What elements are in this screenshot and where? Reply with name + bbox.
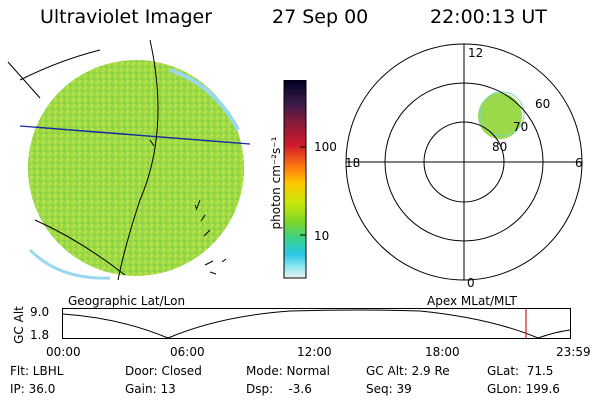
altitude-ytick-9: 9.0 (30, 305, 50, 319)
colorbar-unit-label: photon cm⁻²s⁻¹ (269, 136, 283, 230)
geo-panel-label: Geographic Lat/Lon (68, 294, 186, 308)
time-label: 22:00:13 UT (430, 6, 547, 28)
instrument-title: Ultraviolet Imager (40, 6, 213, 28)
graticule-line (7, 61, 41, 99)
earth-disk (28, 60, 244, 276)
meridian-line (117, 40, 159, 281)
status-flt: Flt: LBHL (10, 364, 64, 378)
mlt-label-6: 6 (575, 156, 583, 170)
polar-plot (345, 43, 583, 281)
auroral-blob-edge (479, 91, 525, 137)
graticule-line (19, 49, 101, 81)
status-gain: Gain: 13 (125, 382, 176, 396)
coastline (149, 139, 227, 275)
altitude-ylabel: GC Alt (12, 306, 26, 344)
limb-edge (28, 248, 111, 280)
mlat-label-80: 80 (492, 140, 508, 154)
altitude-xtick-0000: 00:00 (46, 345, 81, 359)
status-seq: Seq: 39 (366, 382, 412, 396)
mlt-label-0: 0 (467, 276, 475, 290)
altitude-xtick-1800: 18:00 (425, 345, 460, 359)
altitude-xtick-0600: 06:00 (170, 345, 205, 359)
polar-panel-label: Apex MLat/MLT (427, 294, 517, 308)
altitude-xtick-1200: 12:00 (297, 345, 332, 359)
geographic-image (7, 40, 251, 281)
altitude-curve (62, 309, 571, 339)
status-glon: GLon: 199.6 (487, 382, 560, 396)
mlat-label-70: 70 (513, 120, 529, 134)
altitude-ytick-1-8: 1.8 (30, 328, 50, 342)
latitude-line (19, 125, 251, 145)
status-gc-alt: GC Alt: 2.9 Re (366, 364, 450, 378)
altitude-xtick-2359: 23:59 (556, 345, 591, 359)
graticule-line (34, 219, 126, 276)
altitude-plot (62, 308, 571, 339)
colorbar-tick-100: 100 (314, 140, 337, 154)
status-door: Door: Closed (125, 364, 202, 378)
status-ip: IP: 36.0 (10, 382, 56, 396)
mlat-label-60: 60 (535, 97, 551, 111)
auroral-blob (478, 93, 522, 139)
colorbar-gradient (283, 80, 307, 279)
status-mode: Mode: Normal (246, 364, 330, 378)
status-glat: GLat: 71.5 (487, 364, 554, 378)
mlt-label-18: 18 (345, 156, 361, 170)
mlt-label-12: 12 (468, 46, 484, 60)
altitude-plot-frame (62, 308, 571, 339)
colorbar (283, 80, 307, 279)
limb-edge (169, 68, 240, 131)
status-dsp: Dsp: -3.6 (246, 382, 312, 396)
colorbar-tick-10: 10 (314, 229, 330, 243)
date-label: 27 Sep 00 (272, 6, 369, 28)
